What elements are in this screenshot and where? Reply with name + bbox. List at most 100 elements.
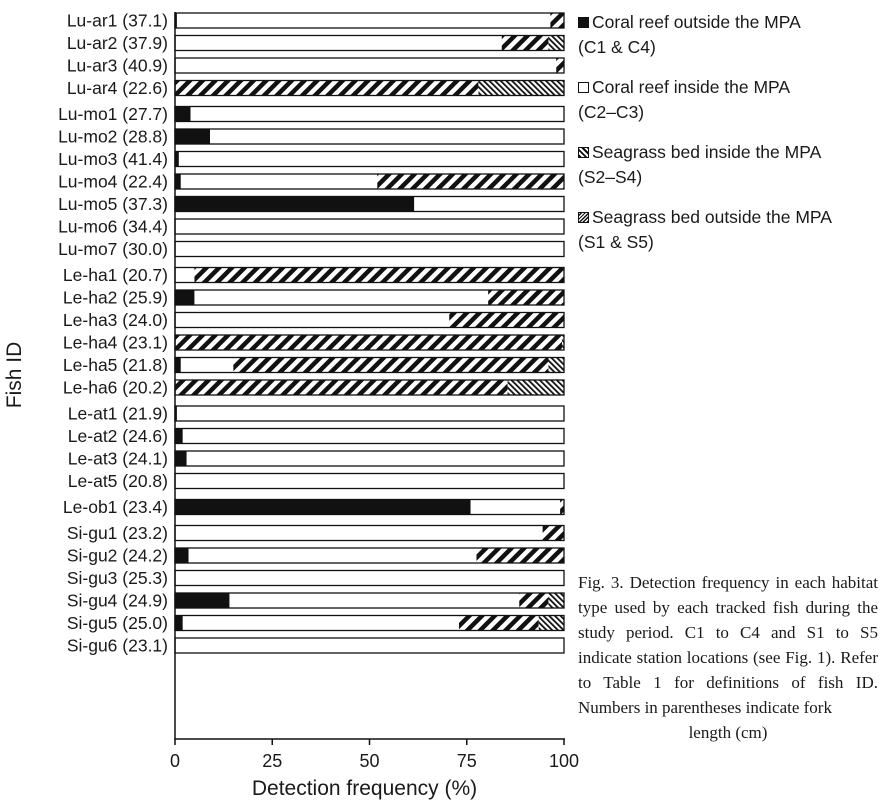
figure-caption: Fig. 3. Detection frequency in each habi… [578, 570, 878, 745]
segment-coral-inside [175, 525, 543, 541]
segment-seagrass-inside [377, 174, 564, 189]
legend-item-coral-outside: Coral reef outside the MPA (C1 & C4) [578, 10, 888, 60]
segment-seagrass-inside [550, 13, 564, 28]
legend-label: Seagrass bed inside the MPA [592, 142, 822, 162]
segment-coral-outside [175, 428, 183, 444]
fish-id-label: Le-at2 (24.6) [68, 426, 168, 446]
bar [174, 105, 565, 123]
x-tick-label: 50 [359, 751, 379, 771]
segment-seagrass-inside [233, 357, 549, 373]
fish-id-label: Lu-mo4 (22.4) [58, 172, 168, 192]
segment-coral-inside [194, 290, 489, 305]
bar [174, 614, 565, 632]
segment-coral-inside [414, 196, 564, 212]
bar [174, 356, 565, 374]
segment-coral-inside [182, 428, 564, 444]
fish-id-label: Le-ha1 (20.7) [63, 265, 168, 285]
segment-coral-outside [175, 357, 181, 373]
bar [174, 150, 565, 168]
fish-id-label: Le-at3 (24.1) [68, 449, 168, 469]
x-tick-label: 75 [457, 751, 477, 771]
segment-coral-inside [175, 267, 195, 283]
caption-text: Fig. 3. Detection frequency in each habi… [578, 573, 878, 717]
bar [174, 218, 565, 235]
x-tick-label: 0 [170, 751, 180, 771]
fish-id-label: Si-gu6 (23.1) [67, 636, 168, 656]
x-tick-label: 100 [549, 751, 579, 771]
segment-seagrass-outside [548, 593, 564, 608]
segment-coral-inside [180, 174, 378, 189]
bar [174, 240, 565, 258]
fish-id-label: Lu-mo6 (34.4) [58, 217, 168, 237]
segment-coral-inside [188, 548, 477, 563]
bar [174, 173, 565, 190]
fish-id-label: Le-ha6 (20.2) [63, 378, 168, 398]
segment-seagrass-inside [175, 335, 563, 350]
wide-hatched-square-icon [578, 147, 589, 158]
bar [174, 472, 565, 490]
segment-seagrass-inside [560, 499, 564, 515]
legend-label: Coral reef outside the MPA [592, 12, 801, 32]
bar [174, 79, 565, 97]
segment-coral-outside [175, 615, 183, 631]
bar [174, 592, 565, 609]
segment-coral-inside [229, 593, 520, 608]
caption-last-line: length (cm) [688, 723, 768, 742]
segment-coral-outside [175, 174, 181, 189]
legend-item-seagrass-inside: Seagrass bed inside the MPA (S2–S4) [578, 140, 888, 190]
segment-coral-outside [175, 13, 177, 28]
segment-coral-outside [175, 129, 211, 144]
legend-item-coral-inside: Coral reef inside the MPA (C2–C3) [578, 75, 888, 125]
segment-coral-inside [175, 312, 450, 328]
segment-coral-inside [190, 106, 564, 122]
fish-id-label: Le-ha3 (24.0) [63, 310, 168, 330]
segment-seagrass-inside [458, 615, 539, 631]
category-labels: Lu-ar1 (37.1)Lu-ar2 (37.9)Lu-ar3 (40.9)L… [58, 11, 168, 656]
bar [174, 379, 565, 396]
segment-seagrass-outside [507, 380, 564, 395]
fish-id-label: Si-gu1 (23.2) [67, 523, 168, 543]
segment-coral-inside [175, 35, 502, 51]
segment-seagrass-inside [449, 312, 564, 328]
segment-seagrass-outside [562, 335, 564, 350]
x-ticks: 0 25 50 75 100 [170, 739, 579, 771]
bar [174, 569, 565, 587]
legend-stations: (S2–S4) [578, 167, 643, 187]
segment-seagrass-inside [519, 593, 549, 608]
bars-layer [174, 12, 565, 654]
segment-coral-outside [175, 499, 471, 515]
bar [174, 427, 565, 445]
segment-coral-inside [176, 406, 564, 421]
fish-id-label: Lu-mo1 (27.7) [58, 104, 168, 124]
segment-coral-inside [182, 615, 459, 631]
fish-id-label: Le-ha5 (21.8) [63, 355, 168, 375]
fish-id-label: Lu-ar4 (22.6) [67, 78, 168, 98]
segment-seagrass-inside [175, 380, 508, 395]
fish-id-label: Lu-mo2 (28.8) [58, 127, 168, 147]
bar [174, 311, 565, 329]
solid-black-square-icon [578, 17, 589, 28]
segment-seagrass-inside [556, 58, 564, 73]
bar [174, 547, 565, 564]
fish-id-label: Le-ha2 (25.9) [63, 288, 168, 308]
fish-id-label: Lu-mo3 (41.4) [58, 149, 168, 169]
segment-coral-outside [175, 548, 189, 563]
segment-coral-inside [175, 570, 564, 586]
fish-id-label: Le-at1 (21.9) [68, 404, 168, 424]
bar [174, 498, 565, 516]
bar [174, 266, 565, 284]
bar [174, 128, 565, 145]
segment-coral-outside [175, 151, 179, 167]
bar [174, 195, 565, 213]
segment-seagrass-inside [542, 525, 564, 541]
segment-coral-inside [175, 58, 557, 73]
fish-id-label: Lu-mo5 (37.3) [58, 194, 168, 214]
legend: Coral reef outside the MPA (C1 & C4) Cor… [578, 10, 888, 270]
segment-coral-inside [175, 219, 564, 234]
bar [174, 334, 565, 351]
fish-id-label: Si-gu4 (24.9) [67, 591, 168, 611]
segment-coral-outside [175, 451, 187, 466]
legend-item-seagrass-outside: Seagrass bed outside the MPA (S1 & S5) [578, 205, 888, 255]
segment-seagrass-outside [538, 615, 564, 631]
